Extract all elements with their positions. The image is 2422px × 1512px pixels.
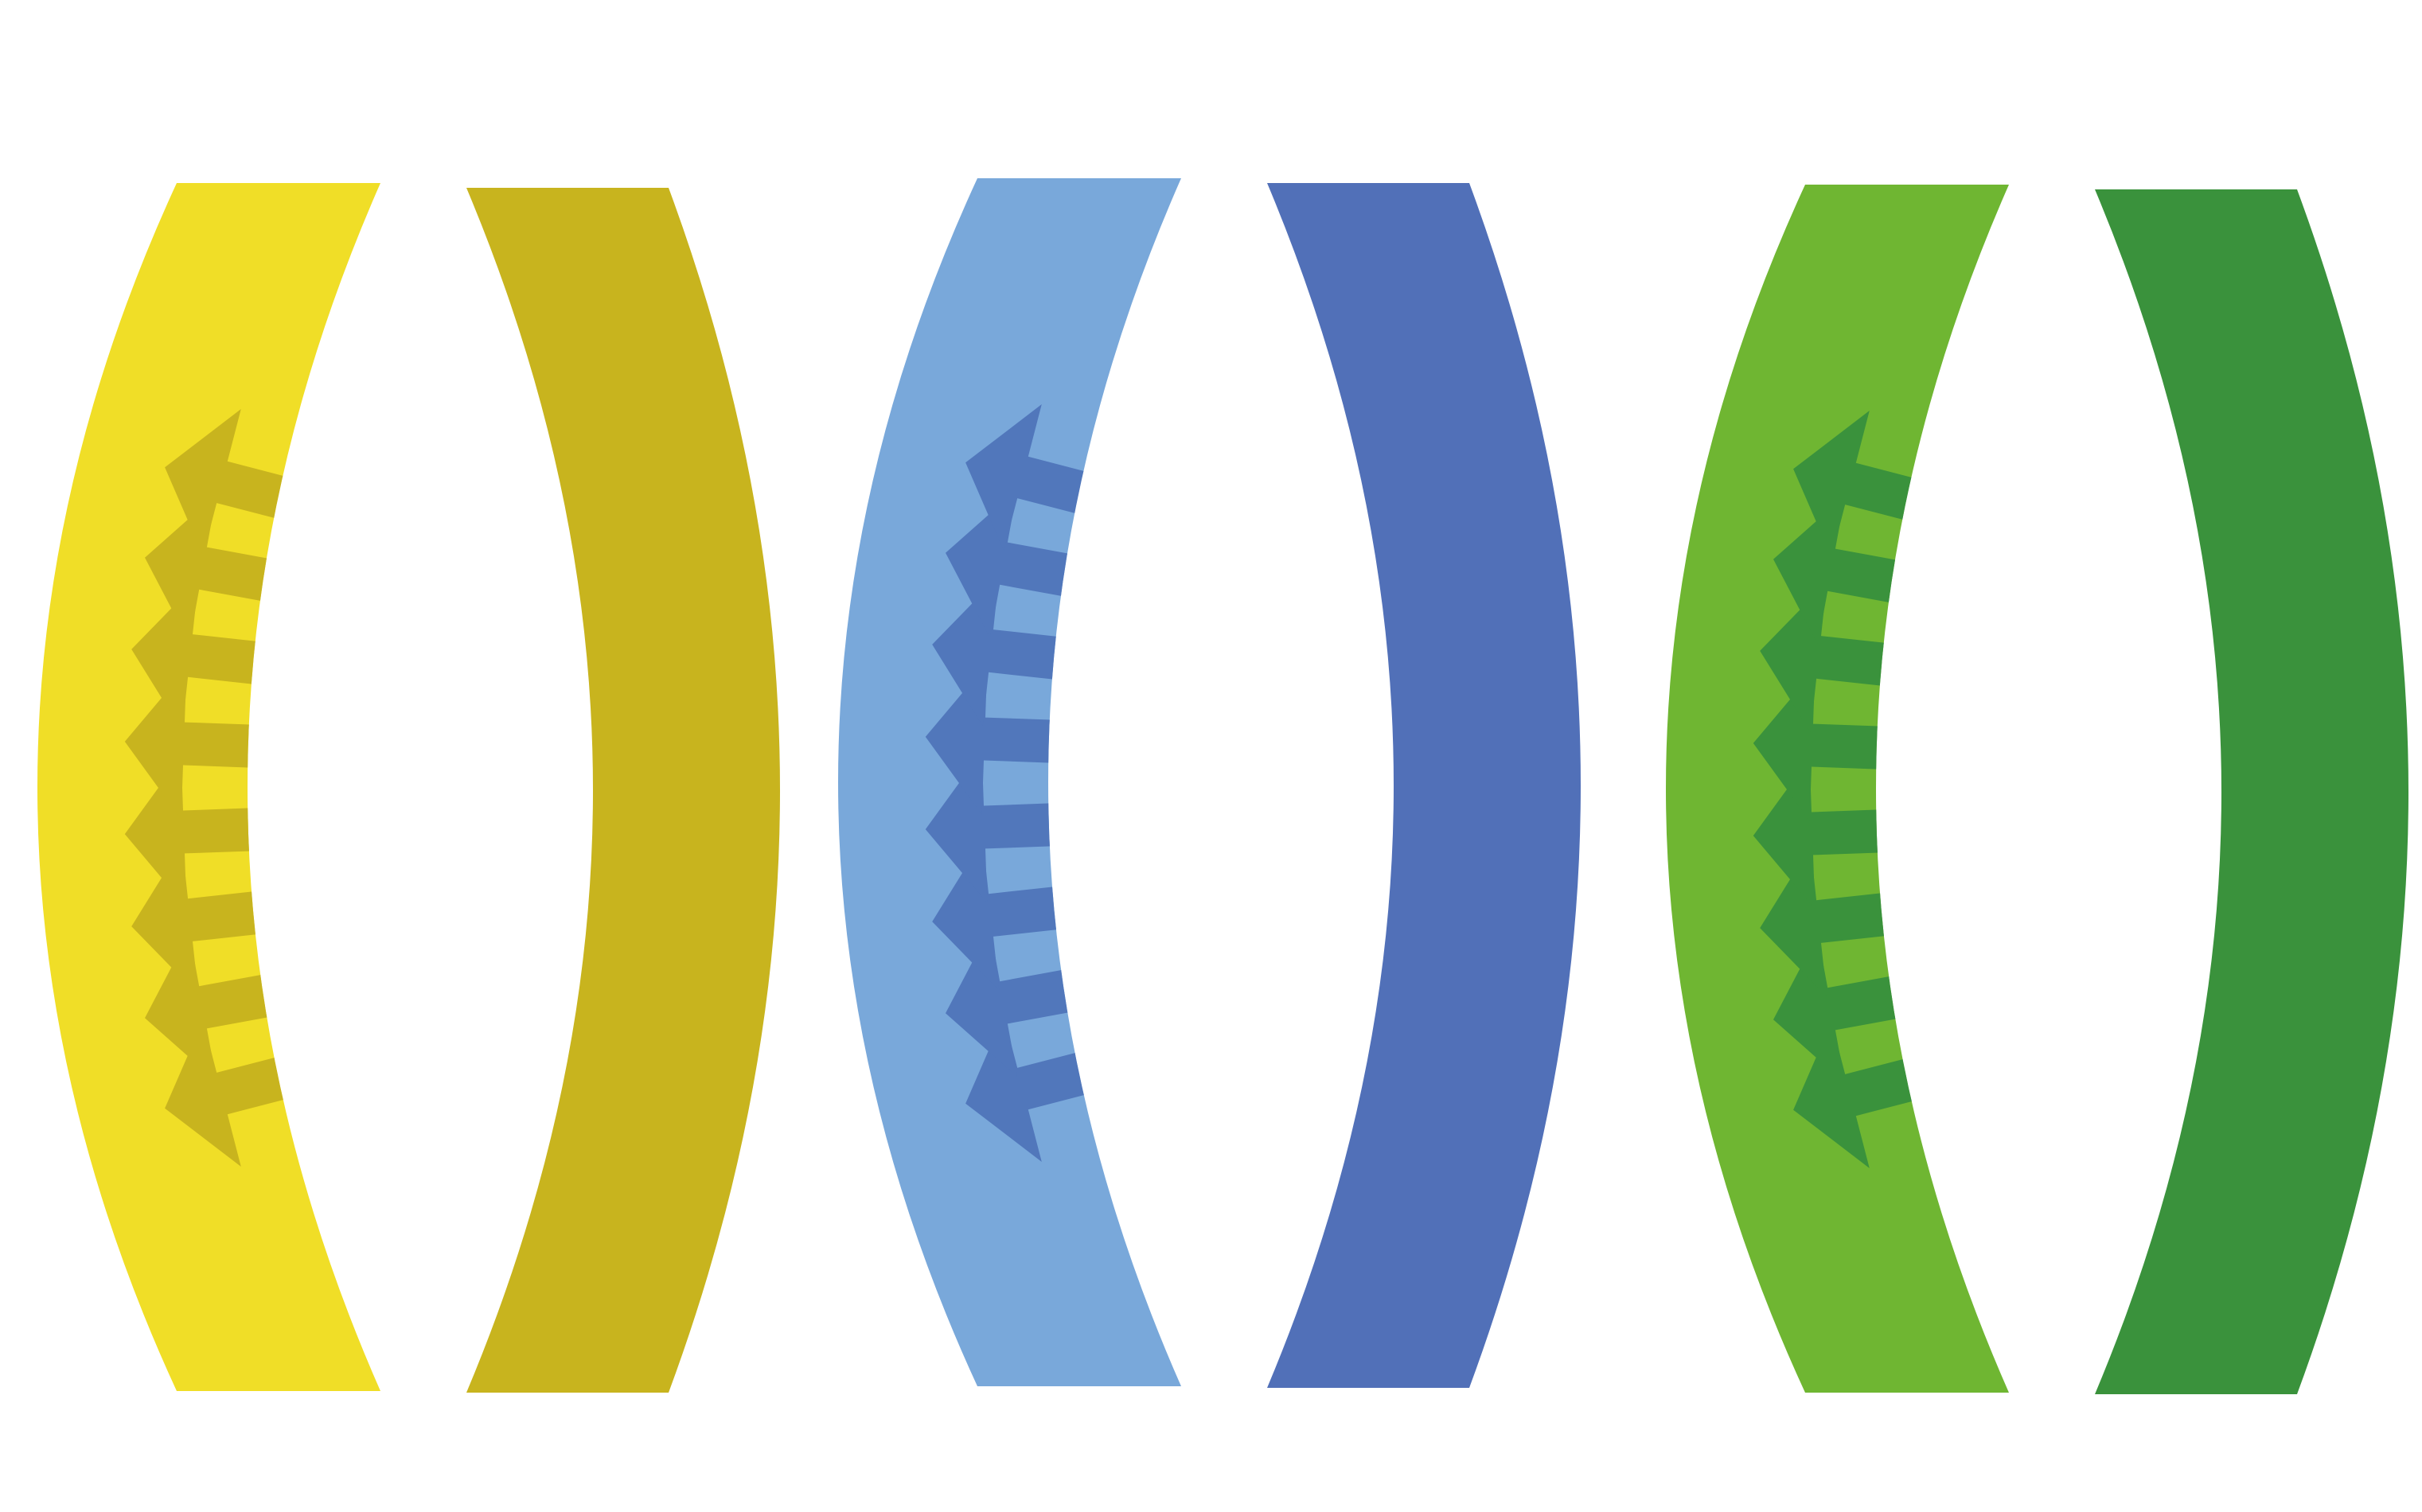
yellow-arrow-shape (145, 493, 301, 643)
pair-green (1666, 185, 2408, 1394)
green-arrow-shape (1773, 495, 1929, 645)
green-arrow-shape (1753, 669, 1909, 821)
green-arrow-shape (1760, 582, 1917, 733)
blue-solid-band (1267, 183, 1581, 1388)
yellow-arrow-shape (124, 668, 280, 820)
blue-arrow-shape (946, 489, 1102, 638)
blue-arrow-shape (932, 575, 1089, 727)
blue-arrow-shape (925, 663, 1081, 815)
pair-yellow (37, 183, 780, 1393)
green-solid-band (2095, 189, 2408, 1394)
blue-arrow-band (838, 178, 1181, 1386)
blue-arrow-chain (925, 404, 1121, 1162)
pair-blue (838, 178, 1581, 1388)
yellow-solid-band (466, 188, 780, 1393)
green-arrow-band (1666, 185, 2009, 1393)
yellow-arrow-band (37, 183, 380, 1391)
yellow-arrow-shape (131, 580, 288, 731)
